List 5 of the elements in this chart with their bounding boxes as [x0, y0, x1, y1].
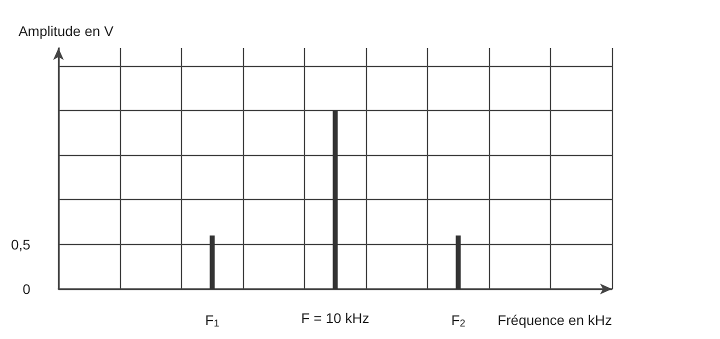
x-tick-label: F = 10 kHz: [301, 310, 370, 326]
y-tick-label: 0,5: [10, 236, 31, 252]
y-tick-label: 0: [22, 281, 31, 297]
x-axis-title: Fréquence en kHz: [498, 312, 612, 328]
y-axis-title: Amplitude en V: [18, 23, 114, 39]
